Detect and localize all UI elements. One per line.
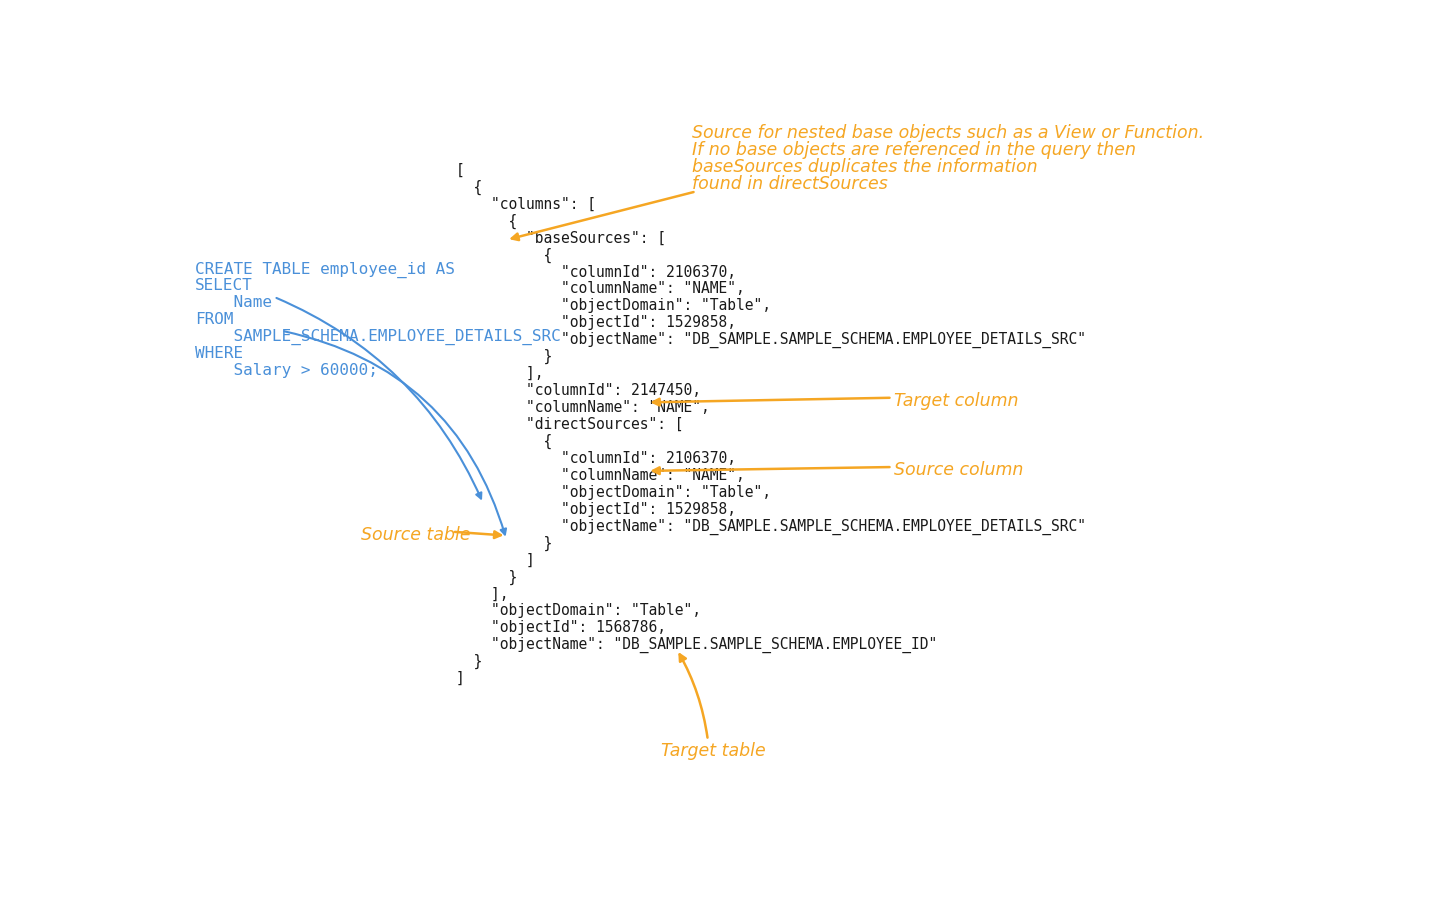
Text: {: { bbox=[456, 180, 482, 195]
Text: "objectId": 1529858,: "objectId": 1529858, bbox=[456, 502, 737, 517]
Text: ]: ] bbox=[456, 671, 464, 686]
Text: "columnId": 2147450,: "columnId": 2147450, bbox=[456, 383, 700, 398]
Text: Name: Name bbox=[195, 296, 272, 310]
Text: "objectDomain": "Table",: "objectDomain": "Table", bbox=[456, 603, 700, 618]
Text: CREATE TABLE employee_id AS: CREATE TABLE employee_id AS bbox=[195, 262, 454, 277]
Text: ],: ], bbox=[456, 587, 508, 601]
Text: "columnName": "NAME",: "columnName": "NAME", bbox=[456, 400, 709, 415]
Text: "columnId": 2106370,: "columnId": 2106370, bbox=[456, 264, 737, 279]
Text: {: { bbox=[456, 434, 553, 449]
Text: {: { bbox=[456, 214, 517, 229]
Text: Source table: Source table bbox=[360, 526, 470, 544]
Text: SELECT: SELECT bbox=[195, 278, 253, 294]
Text: FROM: FROM bbox=[195, 312, 233, 327]
Text: "objectName": "DB_SAMPLE.SAMPLE_SCHEMA.EMPLOYEE_DETAILS_SRC": "objectName": "DB_SAMPLE.SAMPLE_SCHEMA.E… bbox=[456, 519, 1087, 535]
Text: "columns": [: "columns": [ bbox=[456, 197, 596, 212]
Text: "objectId": 1568786,: "objectId": 1568786, bbox=[456, 620, 666, 635]
Text: ],: ], bbox=[456, 367, 544, 381]
Text: Salary > 60000;: Salary > 60000; bbox=[195, 363, 378, 379]
Text: SAMPLE_SCHEMA.EMPLOYEE_DETAILS_SRC: SAMPLE_SCHEMA.EMPLOYEE_DETAILS_SRC bbox=[195, 329, 560, 345]
Text: {: { bbox=[456, 248, 553, 262]
Text: "baseSources": [: "baseSources": [ bbox=[456, 230, 666, 246]
Text: found in directSources: found in directSources bbox=[692, 175, 888, 193]
Text: If no base objects are referenced in the query then: If no base objects are referenced in the… bbox=[692, 141, 1136, 159]
Text: Source column: Source column bbox=[894, 460, 1023, 479]
Text: baseSources duplicates the information: baseSources duplicates the information bbox=[692, 158, 1037, 176]
Text: Target column: Target column bbox=[894, 391, 1019, 410]
Text: "objectName": "DB_SAMPLE.SAMPLE_SCHEMA.EMPLOYEE_ID": "objectName": "DB_SAMPLE.SAMPLE_SCHEMA.E… bbox=[456, 637, 938, 653]
Text: }: } bbox=[456, 535, 553, 551]
Text: "directSources": [: "directSources": [ bbox=[456, 417, 683, 432]
Text: }: } bbox=[456, 349, 553, 365]
Text: WHERE: WHERE bbox=[195, 346, 243, 361]
Text: ]: ] bbox=[456, 553, 535, 567]
Text: "objectDomain": "Table",: "objectDomain": "Table", bbox=[456, 484, 771, 500]
Text: "columnId": 2106370,: "columnId": 2106370, bbox=[456, 451, 737, 466]
Text: "columnName": "NAME",: "columnName": "NAME", bbox=[456, 468, 745, 483]
Text: "columnName": "NAME",: "columnName": "NAME", bbox=[456, 282, 745, 297]
Text: [: [ bbox=[456, 163, 464, 178]
Text: "objectName": "DB_SAMPLE.SAMPLE_SCHEMA.EMPLOYEE_DETAILS_SRC": "objectName": "DB_SAMPLE.SAMPLE_SCHEMA.E… bbox=[456, 332, 1087, 348]
Text: Target table: Target table bbox=[661, 742, 765, 760]
Text: }: } bbox=[456, 654, 482, 670]
Text: }: } bbox=[456, 569, 517, 585]
Text: "objectDomain": "Table",: "objectDomain": "Table", bbox=[456, 298, 771, 313]
Text: "objectId": 1529858,: "objectId": 1529858, bbox=[456, 315, 737, 331]
Text: Source for nested base objects such as a View or Function.: Source for nested base objects such as a… bbox=[692, 124, 1204, 143]
